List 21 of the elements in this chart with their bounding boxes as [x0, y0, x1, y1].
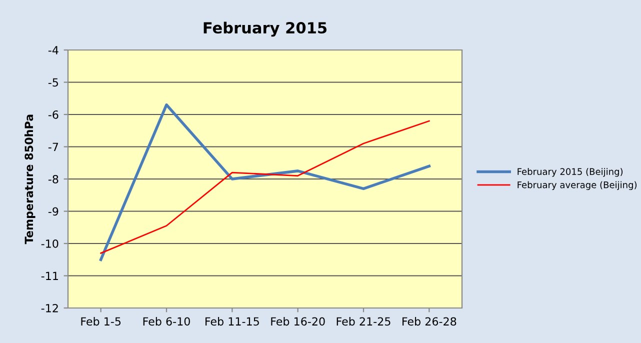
y-tick-label: -12 — [41, 304, 58, 312]
y-tick-label: -6 — [48, 110, 58, 119]
y-tick-label: -11 — [41, 272, 58, 280]
line-series — [99, 103, 431, 262]
x-tick-label: Feb 26-28 — [402, 317, 456, 326]
x-tick-label: Feb 11-15 — [206, 317, 259, 326]
y-tick-label: -10 — [41, 239, 58, 248]
chart-title: February 2015 — [204, 22, 327, 37]
y-tick-label: -9 — [48, 207, 58, 216]
x-tick-label: Feb 6-10 — [143, 317, 190, 326]
legend-label: February average (Beijing) — [518, 181, 637, 190]
x-tick-label: Feb 21-25 — [336, 317, 390, 326]
line-series — [100, 120, 430, 254]
x-tick-label: Feb 16-20 — [271, 317, 325, 326]
x-tick-label: Feb 1-5 — [81, 317, 121, 326]
y-tick-label: -7 — [48, 142, 58, 151]
y-tick-label: -4 — [48, 46, 58, 54]
legend-label: February 2015 (Beijing) — [518, 168, 623, 177]
y-axis-title: Temperature 850hPa — [24, 114, 36, 244]
y-tick-label: -8 — [48, 174, 58, 184]
y-tick-label: -5 — [48, 78, 58, 87]
